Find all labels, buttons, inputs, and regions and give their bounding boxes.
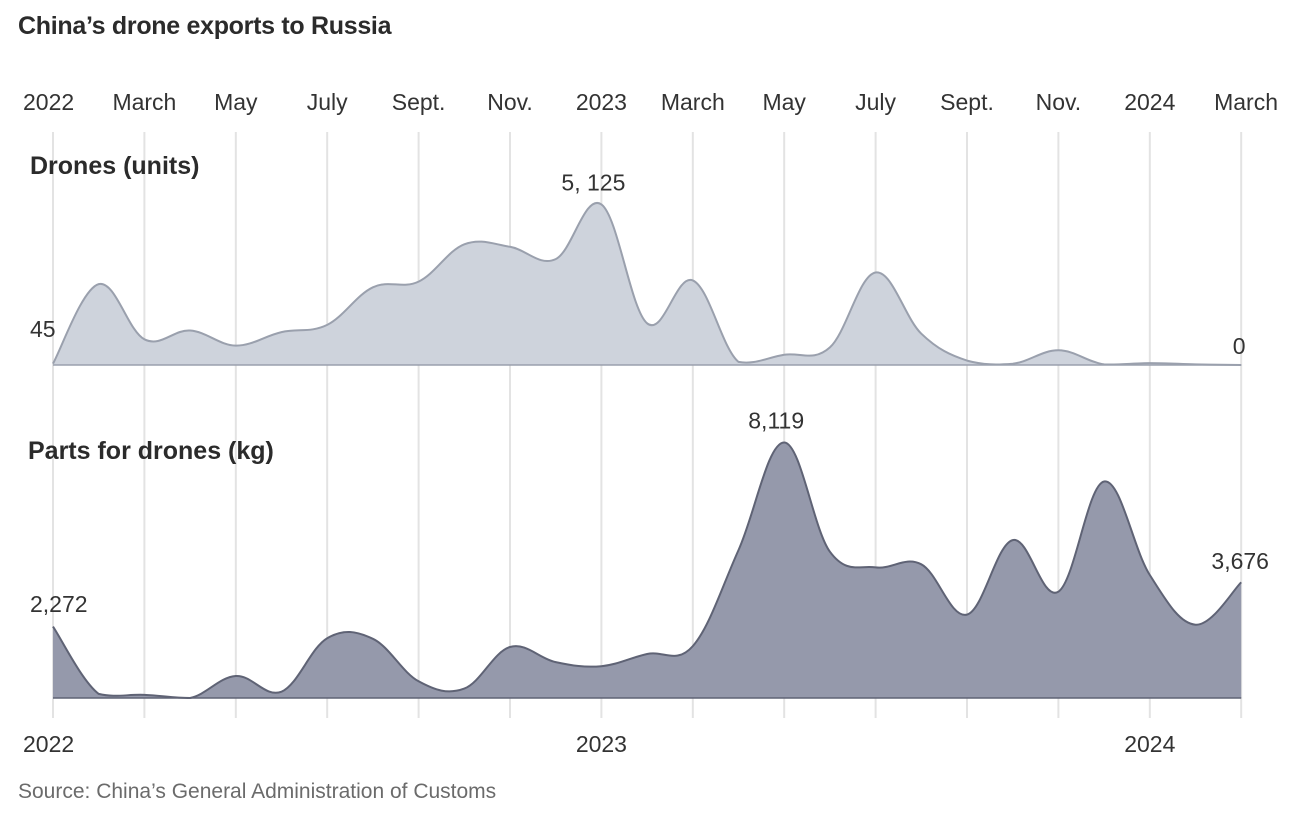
parts-area	[53, 442, 1242, 698]
drones-peak-label: 5, 125	[561, 169, 625, 195]
drones-end-label: 0	[1233, 333, 1246, 359]
drones-area	[53, 202, 1242, 365]
top-tick-label: March	[112, 89, 176, 115]
parts-end-label: 3,676	[1211, 548, 1269, 574]
parts-panel: Parts for drones (kg) 2,272 8,119 3,676	[28, 408, 1269, 700]
top-tick-label: May	[762, 89, 806, 115]
bottom-axis-ticks: 2022 2023 2024	[23, 731, 1176, 757]
bottom-tick-label: 2024	[1124, 731, 1175, 757]
drones-line	[52, 201, 1242, 366]
top-tick-label: Nov.	[487, 89, 533, 115]
top-tick-label: May	[214, 89, 258, 115]
top-axis-ticks: 2022 March May July Sept. Nov. 2023 March May Jul…	[23, 89, 1278, 115]
parts-start-label: 2,272	[30, 591, 88, 617]
parts-line	[52, 441, 1242, 700]
top-tick-label: July	[307, 89, 348, 115]
top-tick-label: March	[1214, 89, 1278, 115]
source-note: Source: China’s General Administration o…	[18, 780, 497, 803]
top-tick-label: Sept.	[392, 89, 446, 115]
drones-panel-title: Drones (units)	[30, 152, 199, 180]
top-tick-label: 2022	[23, 89, 74, 115]
top-tick-label: July	[855, 89, 896, 115]
parts-panel-title: Parts for drones (kg)	[28, 437, 274, 465]
parts-peak-label: 8,119	[748, 408, 804, 434]
top-tick-label: 2023	[576, 89, 627, 115]
drones-start-label: 45	[30, 316, 56, 342]
top-tick-label: 2024	[1124, 89, 1175, 115]
bottom-tick-label: 2023	[576, 731, 627, 757]
top-tick-label: Sept.	[940, 89, 994, 115]
drones-panel: Drones (units) 45 5, 125 0	[30, 152, 1246, 366]
top-tick-label: March	[661, 89, 725, 115]
chart-title: China’s drone exports to Russia	[18, 12, 392, 40]
top-tick-label: Nov.	[1036, 89, 1082, 115]
bottom-tick-label: 2022	[23, 731, 74, 757]
